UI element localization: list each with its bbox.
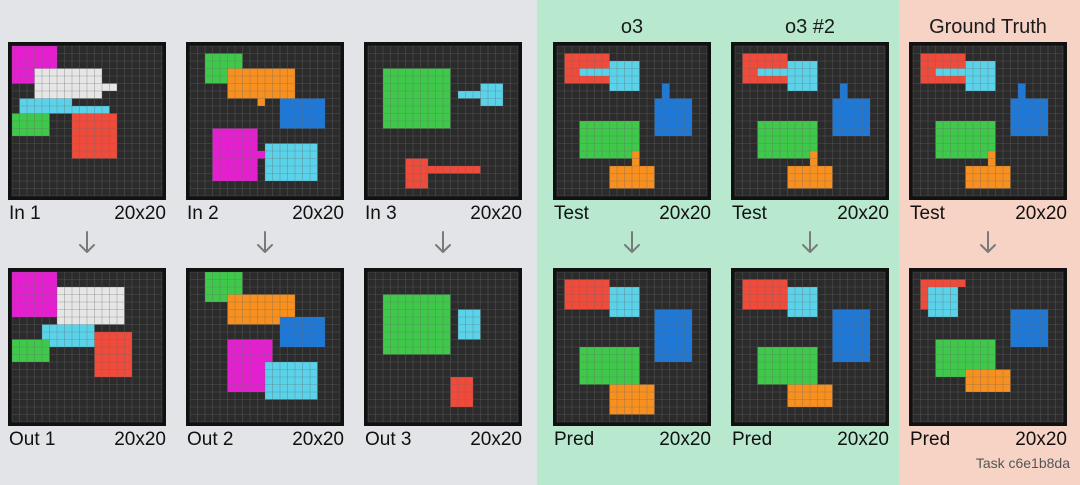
green-block	[12, 113, 50, 136]
panel-label: In 2	[187, 203, 219, 224]
grid-panel	[909, 42, 1067, 200]
cyan-block	[935, 68, 973, 76]
column-title-o3-2: o3 #2	[784, 16, 836, 38]
cyan-block	[265, 362, 318, 400]
panel-size-label: 20x20	[1015, 203, 1067, 224]
panel-size-label: 20x20	[114, 429, 166, 450]
grid-svg	[553, 42, 711, 200]
panel-size-label: 20x20	[292, 203, 344, 224]
grid-svg	[8, 268, 166, 426]
grid-svg	[186, 42, 344, 200]
grid-svg	[909, 268, 1067, 426]
panel-label: Out 1	[9, 429, 56, 450]
grid-panel	[8, 42, 166, 200]
panel-label: Pred	[910, 429, 951, 450]
grid-panel	[364, 42, 522, 200]
panel-label: In 3	[365, 203, 397, 224]
grid-panel	[553, 42, 711, 200]
panel-size-label: 20x20	[837, 203, 889, 224]
panel-size-label: 20x20	[659, 429, 711, 450]
panel-label: Out 3	[365, 429, 412, 450]
blue-block	[654, 98, 692, 136]
grid-panel	[364, 268, 522, 426]
grid-panel	[731, 42, 889, 200]
down-arrow-icon	[624, 231, 640, 253]
panel-label: Test	[554, 203, 589, 224]
panel-label: Pred	[554, 429, 595, 450]
down-arrow-icon	[980, 231, 996, 253]
grid-panel	[909, 268, 1067, 426]
grid-panel	[8, 268, 166, 426]
red-block	[428, 166, 481, 174]
grid-svg	[909, 42, 1067, 200]
cyan-block	[579, 68, 617, 76]
down-arrow-icon	[257, 231, 273, 253]
grid-svg	[364, 42, 522, 200]
cyan-block	[42, 324, 95, 347]
blue-block	[1010, 98, 1048, 136]
panel-size-label: 20x20	[114, 203, 166, 224]
grid-panel	[186, 268, 344, 426]
blue-block	[1010, 309, 1048, 347]
white-block	[57, 287, 125, 325]
cyan-block	[757, 68, 795, 76]
grid-svg	[731, 42, 889, 200]
cyan-block	[265, 143, 318, 181]
down-arrow-icon	[435, 231, 451, 253]
panel-label: Test	[910, 203, 945, 224]
blue-block	[654, 309, 692, 362]
grid-svg	[731, 268, 889, 426]
grid-panel	[731, 268, 889, 426]
panel-size-label: 20x20	[837, 429, 889, 450]
task-id-label: Task c6e1b8da	[975, 455, 1070, 471]
panel-size-label: 20x20	[470, 203, 522, 224]
blue-block	[832, 309, 870, 362]
grid-svg	[186, 268, 344, 426]
panel-size-label: 20x20	[659, 203, 711, 224]
grid-svg	[8, 42, 166, 200]
grid-panel	[553, 268, 711, 426]
down-arrow-icon	[802, 231, 818, 253]
grid-svg	[364, 268, 522, 426]
panel-label: Out 2	[187, 429, 234, 450]
panel-size-label: 20x20	[292, 429, 344, 450]
cyan-block	[480, 83, 503, 106]
panel-label: Test	[732, 203, 767, 224]
blue-block	[832, 98, 870, 136]
grid-panel	[186, 42, 344, 200]
panel-size-label: 20x20	[470, 429, 522, 450]
column-title-o3: o3	[620, 16, 644, 38]
down-arrow-icon	[79, 231, 95, 253]
column-title-ground-truth: Ground Truth	[929, 16, 1047, 38]
cyan-block	[72, 106, 110, 114]
green-block	[12, 339, 50, 362]
grid-svg	[553, 268, 711, 426]
panel-label: Pred	[732, 429, 773, 450]
panel-label: In 1	[9, 203, 41, 224]
panel-size-label: 20x20	[1015, 429, 1067, 450]
